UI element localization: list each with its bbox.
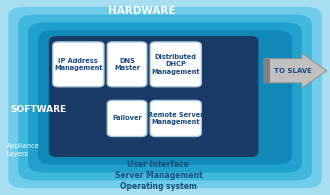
Text: TO SLAVE: TO SLAVE [274, 68, 312, 74]
Text: User Interface: User Interface [127, 160, 189, 169]
Text: HARDWARE: HARDWARE [108, 6, 176, 16]
Text: Appliance
Layers: Appliance Layers [7, 143, 40, 157]
FancyBboxPatch shape [28, 22, 302, 173]
Text: SOFTWARE: SOFTWARE [10, 105, 66, 114]
FancyBboxPatch shape [107, 42, 147, 87]
FancyBboxPatch shape [49, 36, 258, 157]
Text: Distributed
DHCP
Management: Distributed DHCP Management [151, 54, 200, 75]
FancyBboxPatch shape [150, 42, 201, 87]
FancyBboxPatch shape [18, 15, 312, 180]
Text: Remote Server
Management: Remote Server Management [148, 112, 204, 125]
FancyBboxPatch shape [53, 42, 104, 87]
Text: DNS
Master: DNS Master [114, 58, 140, 71]
FancyBboxPatch shape [38, 30, 292, 165]
Polygon shape [264, 58, 270, 83]
Text: Operating system: Operating system [120, 182, 197, 191]
Polygon shape [264, 53, 327, 88]
FancyBboxPatch shape [150, 100, 201, 136]
FancyBboxPatch shape [8, 7, 322, 188]
FancyBboxPatch shape [107, 100, 147, 136]
Text: IP Address
Management: IP Address Management [54, 58, 103, 71]
Text: Failover: Failover [112, 115, 142, 121]
Text: Server Management: Server Management [115, 171, 202, 180]
